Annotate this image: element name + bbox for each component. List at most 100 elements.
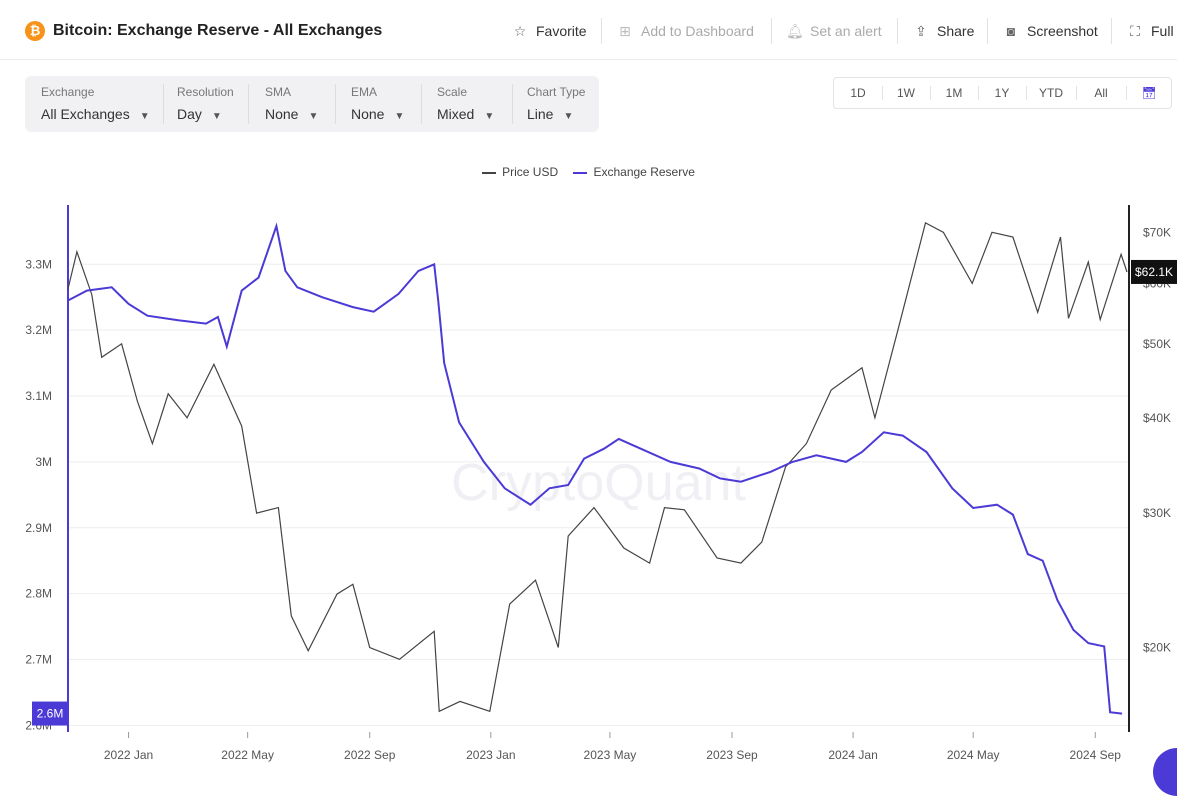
range-all-button[interactable]: All bbox=[1094, 86, 1108, 100]
y-right-tick-label: $20K bbox=[1143, 641, 1171, 655]
caret-down-icon: ▼ bbox=[308, 111, 319, 122]
range-1d-button[interactable]: 1D bbox=[850, 86, 866, 100]
legend-swatch-reserve bbox=[573, 171, 588, 174]
resolution-value: Day bbox=[177, 106, 202, 122]
exchange-value: All Exchanges bbox=[41, 106, 130, 122]
star-icon: ☆ bbox=[513, 23, 527, 39]
page-title: Bitcoin: Exchange Reserve - All Exchange… bbox=[53, 22, 383, 39]
scale-label: Scale bbox=[437, 85, 468, 99]
y-right-tick-label: $30K bbox=[1143, 506, 1171, 520]
legend-price-label: Price USD bbox=[502, 165, 559, 179]
divider bbox=[335, 84, 336, 124]
price-reserve-chart[interactable]: 2.6M 2.7M 2.8M 2.9M 3M 3.1M 3.2M 3.3M $20K $30K $4… bbox=[0, 190, 1177, 772]
divider bbox=[771, 18, 772, 44]
price-current-value: $62.1K bbox=[1135, 265, 1173, 279]
divider bbox=[163, 84, 164, 124]
y-left-tick-label: 2.9M bbox=[25, 521, 52, 535]
camera-icon: ◙ bbox=[1006, 23, 1016, 39]
dashboard-add-icon: ⊞ bbox=[619, 23, 631, 39]
legend-reserve-label: Exchange Reserve bbox=[593, 165, 695, 179]
divider bbox=[897, 18, 898, 44]
x-tick-label: 2024 Sep bbox=[1070, 748, 1122, 762]
legend-swatch-price bbox=[482, 171, 497, 174]
chart-legend: Price USD Exchange Reserve bbox=[0, 165, 1177, 179]
caret-down-icon: ▼ bbox=[484, 111, 495, 122]
chart-type-select[interactable]: Chart Type Line ▼ bbox=[527, 85, 585, 127]
y-left-tick-label: 3.2M bbox=[25, 323, 52, 337]
favorite-label: Favorite bbox=[536, 23, 587, 39]
resolution-label: Resolution bbox=[177, 85, 234, 99]
sma-select[interactable]: SMA None ▼ bbox=[265, 85, 318, 127]
x-tick-label: 2024 May bbox=[947, 748, 1000, 762]
divider bbox=[421, 84, 422, 124]
divider bbox=[930, 86, 931, 100]
caret-down-icon: ▼ bbox=[211, 111, 222, 122]
range-1w-button[interactable]: 1W bbox=[897, 86, 915, 100]
y-left-tick-label: 3M bbox=[35, 455, 52, 469]
divider bbox=[1111, 18, 1112, 44]
y-left-tick-label: 2.8M bbox=[25, 587, 52, 601]
legend-reserve[interactable]: Exchange Reserve bbox=[573, 165, 695, 179]
range-1m-button[interactable]: 1M bbox=[945, 86, 963, 100]
watermark: CryptoQuant bbox=[451, 454, 746, 512]
divider bbox=[882, 86, 883, 100]
y-right-tick-label: $70K bbox=[1143, 225, 1171, 239]
price-current-badge bbox=[1131, 259, 1177, 284]
fullscreen-label: Full bbox=[1151, 23, 1174, 39]
x-tick-label: 2023 Jan bbox=[466, 748, 515, 762]
ema-label: EMA bbox=[351, 85, 378, 99]
x-tick-label: 2022 Jan bbox=[104, 748, 153, 762]
range-1y-button[interactable]: 1Y bbox=[994, 86, 1010, 100]
sma-label: SMA bbox=[265, 85, 292, 99]
x-tick-label: 2022 Sep bbox=[344, 748, 396, 762]
x-tick-label: 2024 Jan bbox=[828, 748, 877, 762]
exchange-reserve-line bbox=[67, 222, 1123, 715]
set-alert-button[interactable]: 🔔︎ Set an alert bbox=[786, 21, 882, 41]
x-tick-label: 2022 May bbox=[221, 748, 274, 762]
screenshot-label: Screenshot bbox=[1027, 23, 1098, 39]
bell-icon: 🔔︎ bbox=[786, 23, 804, 39]
ema-value: None bbox=[351, 106, 385, 122]
scale-value: Mixed bbox=[437, 106, 475, 122]
share-button[interactable]: ⇪ Share bbox=[913, 21, 974, 41]
fullscreen-icon: ⛶ bbox=[1130, 23, 1140, 39]
range-ytd-button[interactable]: YTD bbox=[1039, 86, 1063, 100]
bitcoin-icon: ₿ bbox=[25, 21, 45, 41]
divider bbox=[601, 18, 602, 44]
scale-select[interactable]: Scale Mixed ▼ bbox=[437, 85, 494, 127]
divider bbox=[987, 18, 988, 44]
add-to-dashboard-button[interactable]: ⊞ Add to Dashboard bbox=[617, 21, 754, 41]
resolution-select[interactable]: Resolution Day ▼ bbox=[177, 85, 234, 127]
set-alert-label: Set an alert bbox=[810, 23, 882, 39]
exchange-select[interactable]: Exchange All Exchanges ▼ bbox=[41, 85, 150, 127]
x-tick-label: 2023 Sep bbox=[706, 748, 758, 762]
y-left-tick-label: 3.3M bbox=[25, 257, 52, 271]
y-right-tick-label: $50K bbox=[1143, 337, 1171, 351]
divider bbox=[1026, 86, 1027, 100]
divider bbox=[1076, 86, 1077, 100]
divider bbox=[248, 84, 249, 124]
caret-down-icon: ▼ bbox=[394, 111, 405, 122]
divider bbox=[1126, 86, 1127, 100]
y-right-tick-label: $40K bbox=[1143, 411, 1171, 425]
add-to-dashboard-label: Add to Dashboard bbox=[641, 23, 754, 39]
share-icon: ⇪ bbox=[915, 23, 927, 39]
caret-down-icon: ▼ bbox=[563, 111, 574, 122]
fullscreen-button[interactable]: ⛶ Full bbox=[1127, 21, 1174, 41]
caret-down-icon: ▼ bbox=[139, 111, 150, 122]
divider bbox=[512, 84, 513, 124]
favorite-button[interactable]: ☆ Favorite bbox=[512, 21, 587, 41]
calendar-icon[interactable]: 📅︎ bbox=[1141, 86, 1157, 100]
exchange-label: Exchange bbox=[41, 85, 95, 99]
y-left-tick-label: 3.1M bbox=[25, 389, 52, 403]
chart-options-toolbar: Exchange All Exchanges ▼ Resolution Day ▼ … bbox=[25, 76, 599, 132]
time-range-selector: 1D 1W 1M 1Y YTD All 📅︎ bbox=[833, 77, 1172, 109]
divider bbox=[978, 86, 979, 100]
chart-type-value: Line bbox=[527, 106, 554, 122]
reserve-current-badge bbox=[32, 701, 68, 726]
screenshot-button[interactable]: ◙ Screenshot bbox=[1003, 21, 1098, 41]
ema-select[interactable]: EMA None ▼ bbox=[351, 85, 404, 127]
share-label: Share bbox=[937, 23, 975, 39]
x-tick-label: 2023 May bbox=[584, 748, 637, 762]
legend-price[interactable]: Price USD bbox=[482, 165, 558, 179]
